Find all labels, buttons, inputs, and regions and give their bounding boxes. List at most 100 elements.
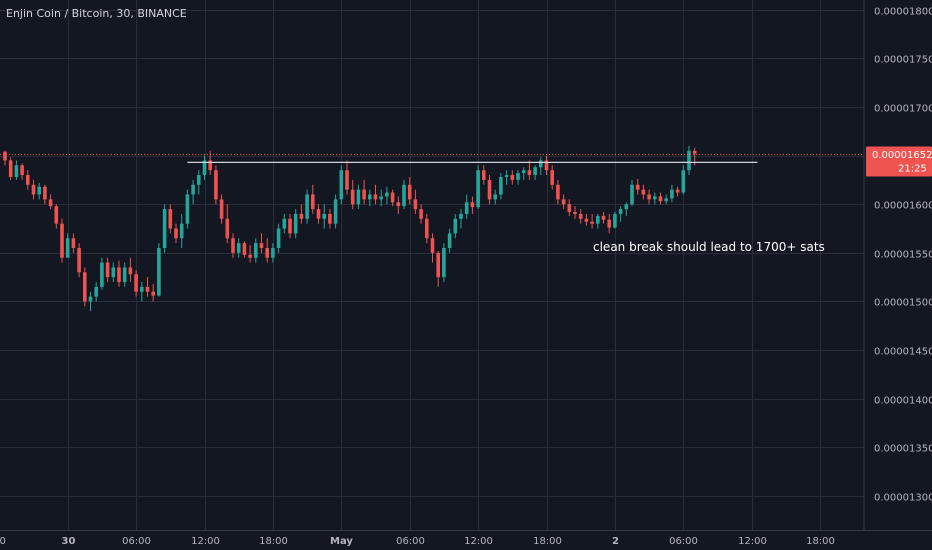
- candle: [613, 212, 617, 229]
- candle: [687, 145, 691, 176]
- candle: [236, 238, 241, 258]
- x-tick-label: 06:00: [122, 536, 151, 547]
- candle-body: [590, 221, 594, 224]
- candle: [350, 179, 355, 210]
- candle-body: [83, 272, 87, 302]
- candle: [653, 192, 657, 205]
- candle: [288, 213, 292, 239]
- candle-body: [658, 196, 663, 202]
- candle-body: [692, 150, 697, 154]
- candle: [31, 179, 36, 200]
- candle: [242, 241, 247, 258]
- y-tick-label: 0.00001500: [874, 298, 932, 309]
- candle: [561, 194, 566, 210]
- x-tick-label: 00: [0, 536, 6, 547]
- candle: [316, 204, 321, 224]
- candle: [54, 204, 59, 229]
- candle-body: [413, 199, 418, 210]
- candle-body: [516, 173, 520, 180]
- candle: [630, 179, 634, 207]
- candle: [77, 243, 81, 278]
- candle: [282, 213, 287, 234]
- candle: [681, 165, 686, 195]
- y-tick-label: 0.00001300: [874, 493, 932, 504]
- candle-body: [641, 189, 646, 195]
- candle-body: [624, 204, 629, 210]
- candle: [197, 170, 201, 195]
- candle-body: [328, 213, 332, 224]
- candle: [510, 170, 515, 185]
- candle: [356, 184, 361, 210]
- candle: [345, 160, 349, 195]
- candle: [402, 179, 406, 210]
- candle-body: [77, 247, 81, 273]
- candle: [379, 189, 383, 207]
- candle: [162, 204, 167, 253]
- candle: [385, 186, 389, 205]
- candle-body: [333, 199, 338, 224]
- candle-body: [613, 213, 617, 228]
- candle-body: [37, 186, 41, 195]
- candle: [83, 267, 87, 307]
- chart-title: Enjin Coin / Bitcoin, 30, BINANCE: [6, 7, 187, 20]
- time-axis[interactable]: 00 30 06:00 12:00 18:00 May 06:00 12:00 18:00 2 06…: [0, 536, 835, 547]
- candle-body: [436, 252, 440, 278]
- candle-body: [20, 165, 24, 176]
- candle-body: [379, 196, 383, 200]
- candle-body: [54, 206, 59, 224]
- candle: [37, 182, 41, 200]
- x-tick-label: May: [330, 536, 353, 547]
- candle-body: [179, 223, 184, 239]
- candle-body: [88, 296, 93, 302]
- price-axis[interactable]: 0.00001300 0.00001350 0.00001400 0.00001450…: [866, 7, 932, 504]
- candle-body: [202, 160, 207, 176]
- candle-body: [122, 267, 127, 283]
- candle-body: [248, 254, 252, 258]
- candle-body: [48, 199, 53, 207]
- candle-body: [8, 160, 13, 177]
- candle-body: [561, 199, 566, 205]
- grid: [0, 0, 864, 530]
- candle-body: [311, 194, 315, 210]
- candle: [373, 184, 378, 205]
- candle: [447, 228, 452, 253]
- candle-body: [117, 267, 121, 283]
- x-tick-label: 18:00: [533, 536, 562, 547]
- candle-body: [596, 215, 600, 224]
- x-tick-label: 18:00: [806, 536, 835, 547]
- candle-body: [675, 189, 680, 193]
- candle-body: [664, 198, 668, 202]
- candle-body: [168, 209, 173, 229]
- candle: [145, 277, 150, 297]
- candle-body: [425, 218, 429, 239]
- x-tick-label: 2: [612, 536, 619, 547]
- candle-body: [539, 160, 543, 168]
- candle-body: [419, 209, 423, 219]
- chart-annotation[interactable]: clean break should lead to 1700+ sats: [593, 240, 825, 254]
- candle-body: [476, 170, 480, 208]
- candle-body: [373, 194, 378, 200]
- candle: [624, 202, 629, 216]
- y-tick-label: 0.00001600: [874, 201, 932, 212]
- candle-body: [390, 192, 395, 203]
- candle: [254, 238, 258, 263]
- candle-body: [430, 238, 435, 253]
- candle-body: [356, 189, 361, 205]
- candle: [664, 194, 668, 205]
- candle: [573, 206, 577, 219]
- candle-body: [43, 186, 47, 200]
- candle: [635, 178, 640, 195]
- candle-body: [578, 213, 583, 219]
- candle: [578, 209, 583, 224]
- candle: [191, 179, 195, 205]
- candle-body: [499, 176, 503, 195]
- candle-body: [533, 167, 537, 176]
- candle-body: [504, 175, 509, 177]
- candle: [265, 238, 269, 263]
- bar-countdown: 21:25: [898, 164, 927, 175]
- candle-body: [527, 170, 532, 176]
- candle-body: [214, 170, 218, 200]
- candle: [14, 160, 19, 180]
- candle-body: [573, 212, 577, 214]
